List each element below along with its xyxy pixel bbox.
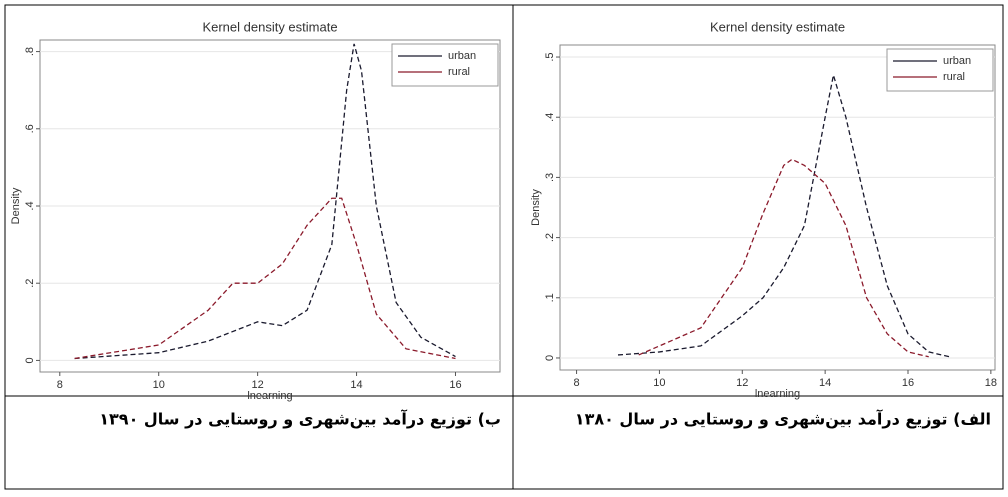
legend-box xyxy=(886,48,994,92)
y-tick-label: .2 xyxy=(24,279,36,288)
y-tick-label: .4 xyxy=(544,113,556,122)
y-tick-label: .3 xyxy=(544,173,556,182)
legend-label: rural xyxy=(448,66,470,78)
x-tick-label: 16 xyxy=(449,379,461,391)
legend-label: rural xyxy=(943,71,965,83)
x-tick-label: 10 xyxy=(653,377,665,389)
legend-box xyxy=(391,43,499,87)
y-tick-label: 0 xyxy=(544,355,556,361)
density-line xyxy=(638,158,929,358)
x-axis-title: lnearning xyxy=(247,390,292,402)
chart-title: Kernel density estimate xyxy=(710,19,845,34)
x-tick-label: 10 xyxy=(153,379,165,391)
caption: ب) توزیع درآمد بین‌شهری و روستایی در سال… xyxy=(99,409,501,429)
density-line xyxy=(74,197,456,360)
x-tick-label: 8 xyxy=(574,377,580,389)
plot-area xyxy=(559,44,996,371)
density-line xyxy=(617,74,950,358)
density-line xyxy=(74,43,456,360)
x-tick-label: 14 xyxy=(350,379,362,391)
y-tick-label: .6 xyxy=(24,124,36,133)
chart-title: Kernel density estimate xyxy=(202,19,337,34)
x-tick-label: 12 xyxy=(736,377,748,389)
legend-label: urban xyxy=(943,55,971,67)
x-axis-title: lnearning xyxy=(755,388,800,400)
y-tick-label: .8 xyxy=(24,47,36,56)
y-tick-label: 0 xyxy=(24,357,36,363)
x-tick-label: 16 xyxy=(902,377,914,389)
y-tick-label: .4 xyxy=(24,201,36,210)
x-tick-label: 8 xyxy=(57,379,63,391)
x-tick-label: 14 xyxy=(819,377,831,389)
y-axis-title: Density xyxy=(530,189,542,226)
y-tick-label: .5 xyxy=(544,52,556,61)
y-tick-label: .2 xyxy=(544,233,556,242)
x-tick-label: 18 xyxy=(985,377,997,389)
x-tick-label: 12 xyxy=(252,379,264,391)
legend-label: urban xyxy=(448,50,476,62)
table-border xyxy=(4,4,1004,490)
y-axis-title: Density xyxy=(10,187,22,224)
caption: الف) توزیع درآمد بین‌شهری و روستایی در س… xyxy=(575,409,991,429)
y-tick-label: .1 xyxy=(544,293,556,302)
